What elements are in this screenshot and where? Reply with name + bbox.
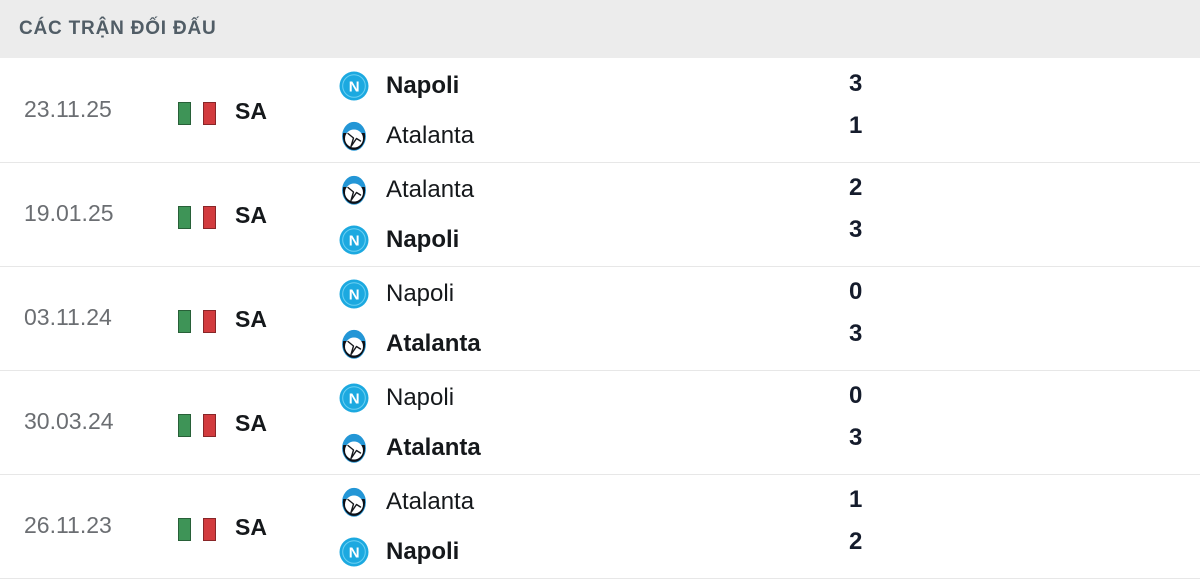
svg-text:N: N (349, 391, 360, 408)
svg-text:N: N (349, 233, 360, 250)
svg-text:N: N (349, 545, 360, 562)
svg-text:N: N (349, 287, 360, 304)
svg-text:N: N (349, 79, 360, 96)
